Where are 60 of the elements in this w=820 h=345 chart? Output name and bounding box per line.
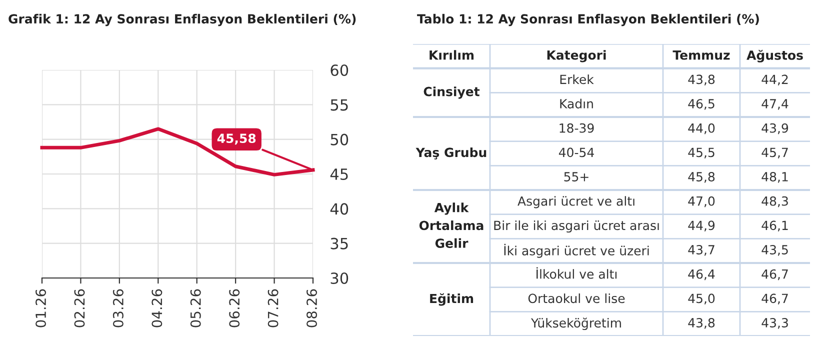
y-tick-label: 40 <box>330 203 348 215</box>
y-tick-label: 45 <box>330 168 348 180</box>
category-label: Bir ile iki asgari ücret arası <box>494 220 659 233</box>
data-label: 45,58 <box>217 134 256 145</box>
y-tick-label: 60 <box>330 64 348 76</box>
chart-title: Grafik 1: 12 Ay Sonrası Enflasyon Beklentileri (%) <box>8 14 356 26</box>
data-label: 43,5 <box>762 245 788 256</box>
text: Kırılım <box>430 50 474 60</box>
category-label: 55+ <box>564 172 588 182</box>
y-tick-label: 35 <box>330 238 348 250</box>
data-label: 45,0 <box>688 294 715 304</box>
category-label: Erkek <box>560 74 594 84</box>
data-label: 44,2 <box>762 74 788 86</box>
data-label: 47,0 <box>688 196 715 208</box>
x-tick-label: 05.26 <box>190 289 201 328</box>
category-label: İlkokul ve altı <box>536 267 617 279</box>
category-label: Asgari ücret ve altı <box>518 196 634 208</box>
y-tick-label: 30 <box>330 272 348 284</box>
category-label: 40-54 <box>558 148 594 158</box>
data-label: 48,3 <box>762 196 788 208</box>
data-label: 46,4 <box>688 269 715 280</box>
data-label: 46,1 <box>762 220 788 232</box>
data-label: 44,0 <box>688 123 715 134</box>
data-label: 47,4 <box>762 99 788 110</box>
x-tick-label: 04.26 <box>152 289 162 328</box>
y-tick-label: 55 <box>330 99 348 111</box>
text: Ağustos <box>746 50 803 62</box>
y-tick-label: 50 <box>330 134 348 146</box>
data-label: 44,9 <box>688 220 715 232</box>
x-tick-label: 01.26 <box>36 289 46 328</box>
data-label: 45,8 <box>688 172 715 183</box>
data-label: 46,7 <box>762 294 788 304</box>
line-series <box>40 127 315 176</box>
category-label: Ortaokul ve lise <box>528 293 625 304</box>
text: Yaş Grubu <box>416 147 486 160</box>
x-tick-label: 02.26 <box>74 289 85 328</box>
data-label: 43,8 <box>688 74 715 86</box>
data-label: 45,5 <box>688 148 714 158</box>
data-label: 43,3 <box>762 318 788 329</box>
data-label: 48,1 <box>762 172 788 183</box>
category-label: İki asgari ücret ve üzeri <box>504 244 649 258</box>
data-label: 46,5 <box>688 99 714 110</box>
category-label: Kadın <box>560 98 593 108</box>
data-label: 43,8 <box>688 318 715 329</box>
category-label: 18-39 <box>560 123 594 133</box>
data-label: 45,7 <box>762 148 788 158</box>
x-tick-label: 03.26 <box>112 289 124 328</box>
text: Kategori <box>547 50 606 62</box>
data-label: 46,7 <box>762 269 788 280</box>
text: Cinsiyet <box>424 86 480 99</box>
category-label: Yükseköğretim <box>530 318 621 330</box>
x-tick-label: 07.26 <box>268 289 278 328</box>
x-tick-label: 06.26 <box>229 289 240 328</box>
text: Tablo 1: 12 Ay Sonrası Enflasyon Beklentileri (%) <box>417 14 759 26</box>
text: Temmuz <box>672 50 730 60</box>
data-label: 43,7 <box>688 245 714 256</box>
text: Aylık Ortalama Gelir <box>419 202 484 248</box>
data-label: 43,9 <box>762 123 788 134</box>
x-tick-label: 08.26 <box>306 289 318 328</box>
text: Eğitim <box>430 293 474 306</box>
